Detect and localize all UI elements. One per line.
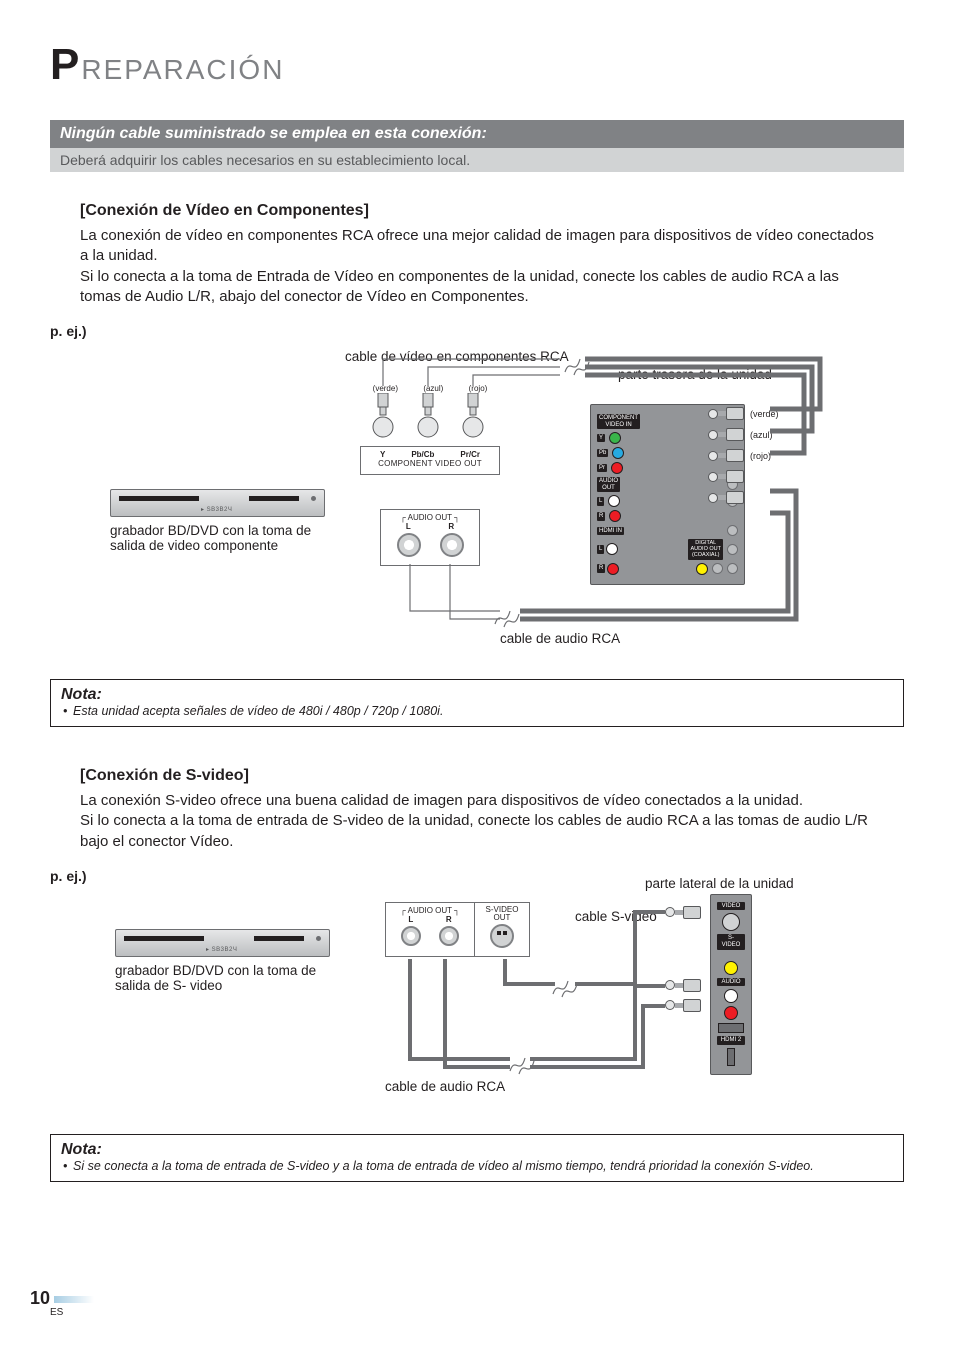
label-audio-cable-1: cable de audio RCA bbox=[500, 631, 620, 646]
content: [Conexión de Vídeo en Componentes] La co… bbox=[50, 202, 904, 1182]
note-title-2: Nota: bbox=[61, 1141, 893, 1159]
page-lang: ES bbox=[50, 1307, 94, 1318]
page-number: 10 bbox=[30, 1288, 50, 1308]
heading-svideo: [Conexión de S-video] bbox=[80, 767, 874, 785]
cable-lines-icon bbox=[80, 349, 880, 659]
title-rest: REPARACIÓN bbox=[81, 54, 284, 85]
label-audio-cable-2: cable de audio RCA bbox=[385, 1079, 505, 1094]
page-footer: 10 ES bbox=[30, 1288, 94, 1318]
cable-break-icon bbox=[505, 1046, 545, 1076]
note-body-1: Esta unidad acepta señales de vídeo de 4… bbox=[61, 704, 893, 718]
title-initial: P bbox=[50, 40, 81, 89]
footer-bar-icon bbox=[54, 1296, 94, 1303]
note-body-2: Si se conecta a la toma de entrada de S-… bbox=[61, 1159, 893, 1173]
note-box-2: Nota: Si se conecta a la toma de entrada… bbox=[50, 1134, 904, 1182]
cable-break-icon bbox=[548, 969, 588, 999]
label-side-unit: parte lateral de la unidad bbox=[645, 876, 794, 891]
banner-no-cable: Ningún cable suministrado se emplea en e… bbox=[50, 120, 904, 148]
para-svideo: La conexión S-video ofrece una buena cal… bbox=[80, 791, 874, 852]
diagram-svideo: parte lateral de la unidad ┌ AUDIO OUT ┐… bbox=[80, 894, 874, 1114]
note-title-1: Nota: bbox=[61, 686, 893, 704]
cable-break-icon bbox=[490, 599, 530, 629]
para-component: La conexión de vídeo en componentes RCA … bbox=[80, 226, 874, 307]
section-title: PREPARACIÓN bbox=[50, 40, 904, 90]
diagram-component: cable de vídeo en componentes RCA parte … bbox=[80, 349, 874, 659]
heading-component: [Conexión de Vídeo en Componentes] bbox=[80, 202, 874, 220]
note-box-1: Nota: Esta unidad acepta señales de víde… bbox=[50, 679, 904, 727]
subbanner: Deberá adquirir los cables necesarios en… bbox=[50, 148, 904, 172]
example-label-1: p. ej.) bbox=[50, 323, 874, 339]
